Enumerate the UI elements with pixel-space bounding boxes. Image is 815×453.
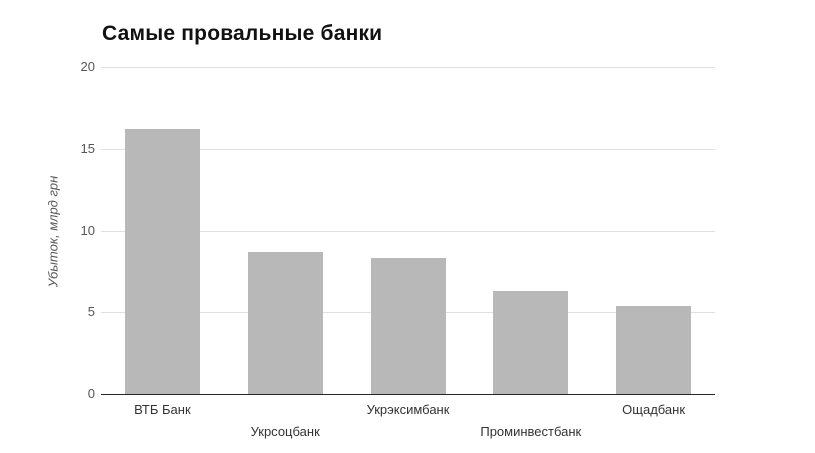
bar-2 (247, 251, 323, 394)
y-tick-label-5: 5 (87, 304, 95, 320)
x-axis-label-2: Укрсоцбанк (250, 424, 320, 439)
y-tick-label-10: 10 (80, 222, 95, 238)
x-axis-label-5: Ощадбанк (622, 402, 686, 417)
bar-4 (493, 290, 569, 394)
y-tick-label-20: 20 (80, 59, 95, 74)
gridline-y-20 (101, 67, 715, 68)
gridline-y-10 (101, 230, 715, 232)
x-axis-label-1: ВТБ Банк (134, 402, 191, 417)
plot-area (101, 67, 715, 395)
bar-3 (370, 258, 446, 394)
x-axis-label-4: Проминвестбанк (480, 424, 582, 439)
y-tick-label-0: 0 (87, 386, 95, 401)
bar-1 (124, 129, 200, 394)
gridline-y-15 (101, 148, 715, 150)
chart-title: Самые провальные банки (102, 22, 383, 45)
bar-5 (616, 305, 692, 394)
x-axis-label-3: Укрэксимбанк (366, 402, 450, 417)
y-tick-label-15: 15 (80, 140, 95, 156)
